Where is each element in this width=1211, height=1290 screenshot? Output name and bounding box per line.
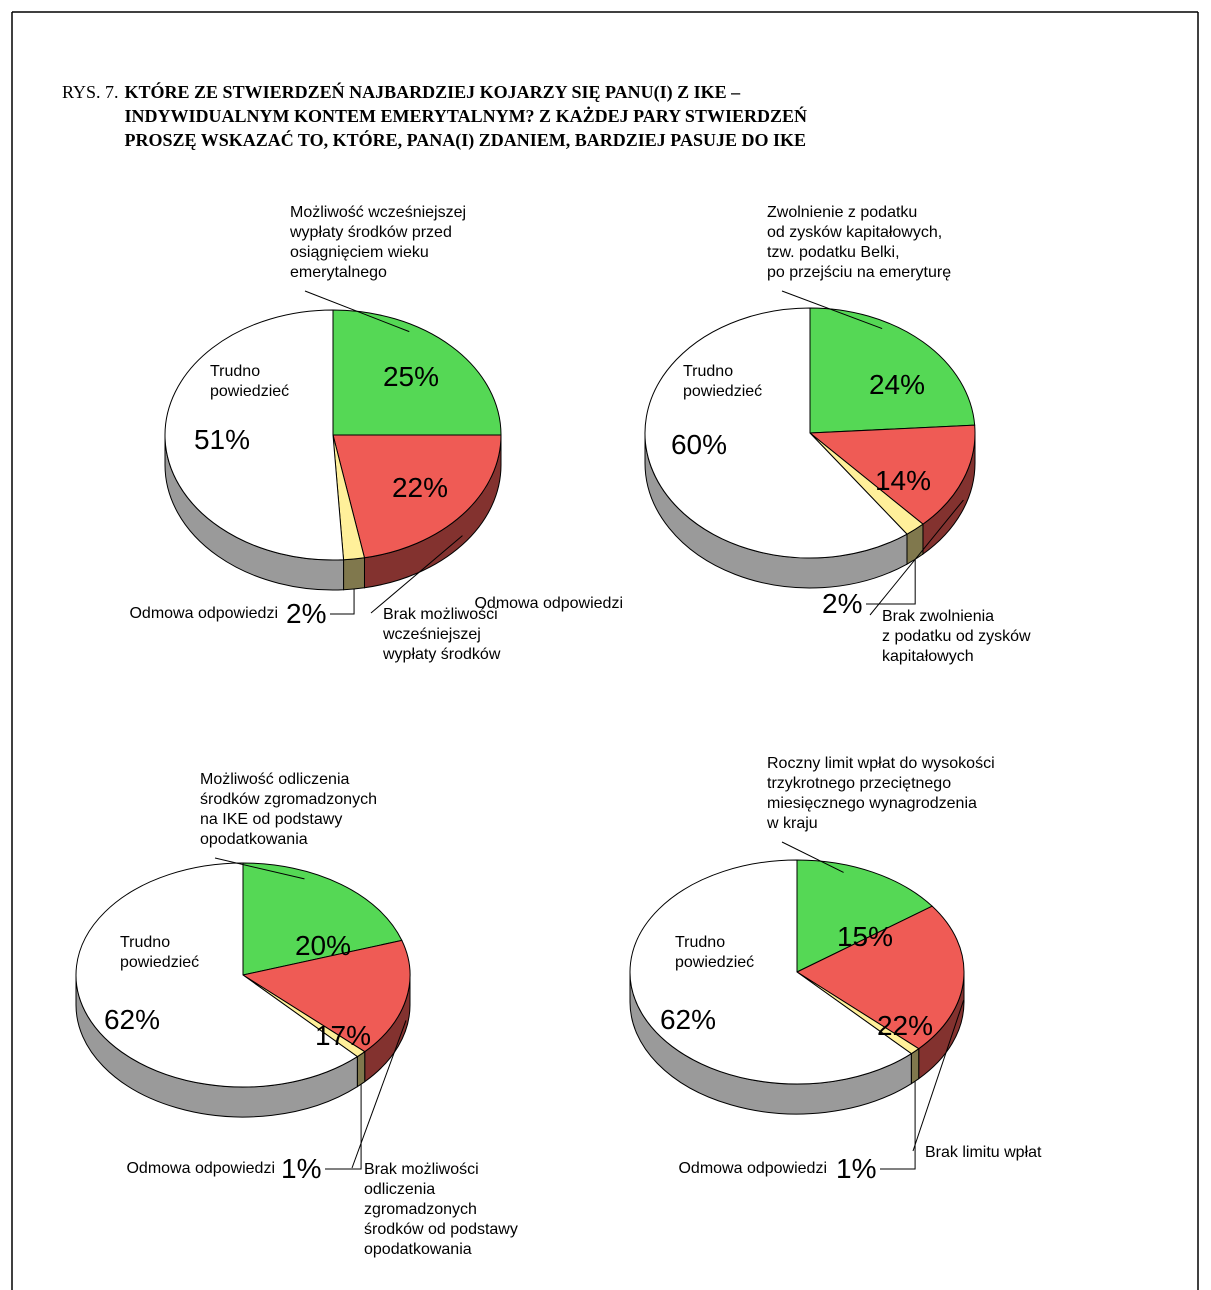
value-label: 1% [281, 1153, 322, 1184]
value-label: 17% [314, 1020, 372, 1051]
category-label: Trudno powiedzieć [683, 363, 763, 400]
title: RYS. 7. KTÓRE ZE STWIERDZEŃ NAJBARDZIEJ … [62, 80, 807, 152]
value-label: 22% [876, 1010, 934, 1041]
pie-slice [796, 859, 933, 973]
title-line: PROSZĘ WSKAZAĆ TO, KTÓRE, PANA(I) ZDANIE… [124, 130, 806, 150]
category-label: Brak możliwości odliczenia zgromadzonych… [364, 1161, 518, 1258]
pie-slice [795, 905, 965, 1050]
category-label: Odmowa odpowiedzi [474, 595, 623, 612]
leader-line [912, 999, 965, 1152]
pie-slice [242, 862, 403, 976]
value-label: 1% [836, 1153, 877, 1184]
pie-slice [644, 307, 908, 559]
leader-line [214, 857, 305, 880]
value-label: 24% [868, 369, 926, 400]
category-label: Odmowa odpowiedzi [678, 1160, 827, 1177]
leader-line [325, 1084, 362, 1170]
category-label: Zwolnienie z podatku od zysków kapitałow… [767, 204, 952, 281]
value-label: 60% [670, 429, 728, 460]
pie-slice [164, 309, 345, 561]
leader-line [370, 535, 463, 614]
category-label: Roczny limit wpłat do wysokości trzykrot… [767, 755, 995, 832]
category-label: Odmowa odpowiedzi [126, 1160, 275, 1177]
value-label: 20% [294, 930, 352, 961]
category-label: Odmowa odpowiedzi [129, 605, 278, 622]
leader-line [330, 589, 355, 615]
category-label: Brak zwolnienia z podatku od zysków kapi… [882, 608, 1031, 665]
category-label: Trudno powiedzieć [120, 934, 200, 971]
value-label: 2% [286, 598, 327, 629]
category-label: Możliwość wcześniejszej wypłaty środków … [290, 204, 467, 281]
leader-line [880, 1081, 916, 1170]
pie-slice [809, 307, 976, 434]
category-label: Trudno powiedzieć [210, 363, 290, 400]
value-label: 25% [382, 361, 440, 392]
value-label: 62% [659, 1004, 717, 1035]
value-label: 62% [103, 1004, 161, 1035]
pie-side [356, 1050, 366, 1088]
pie-slice [332, 309, 502, 436]
value-label: 22% [391, 472, 449, 503]
leader-line [869, 499, 964, 616]
value-label: 51% [193, 424, 251, 455]
pie-slice [241, 939, 411, 1053]
title-line: INDYWIDUALNYM KONTEM EMERYTALNYM? Z KAŻD… [124, 106, 807, 126]
title-prefix: RYS. 7. [62, 82, 119, 102]
value-label: 2% [822, 588, 863, 619]
title-line: KTÓRE ZE STWIERDZEŃ NAJBARDZIEJ KOJARZY … [124, 82, 741, 102]
pie-slice [332, 434, 502, 559]
pie-side [343, 557, 365, 591]
value-label: 14% [874, 465, 932, 496]
category-label: Możliwość odliczenia środków zgromadzony… [200, 771, 377, 848]
value-label: 15% [836, 921, 894, 952]
category-label: Trudno powiedzieć [675, 934, 755, 971]
pie-slice [75, 862, 359, 1088]
category-label: Brak możliwości wcześniejszej wypłaty śr… [383, 606, 501, 663]
pie-slice [808, 424, 976, 525]
leader-line [781, 841, 844, 873]
pie-slice [629, 859, 913, 1085]
pie-side [910, 1047, 920, 1085]
leader-line [866, 559, 916, 605]
category-label: Brak limitu wpłat [925, 1144, 1042, 1161]
leader-line [304, 290, 410, 333]
title-lines: KTÓRE ZE STWIERDZEŃ NAJBARDZIEJ KOJARZY … [125, 80, 807, 152]
leader-line [781, 290, 883, 330]
